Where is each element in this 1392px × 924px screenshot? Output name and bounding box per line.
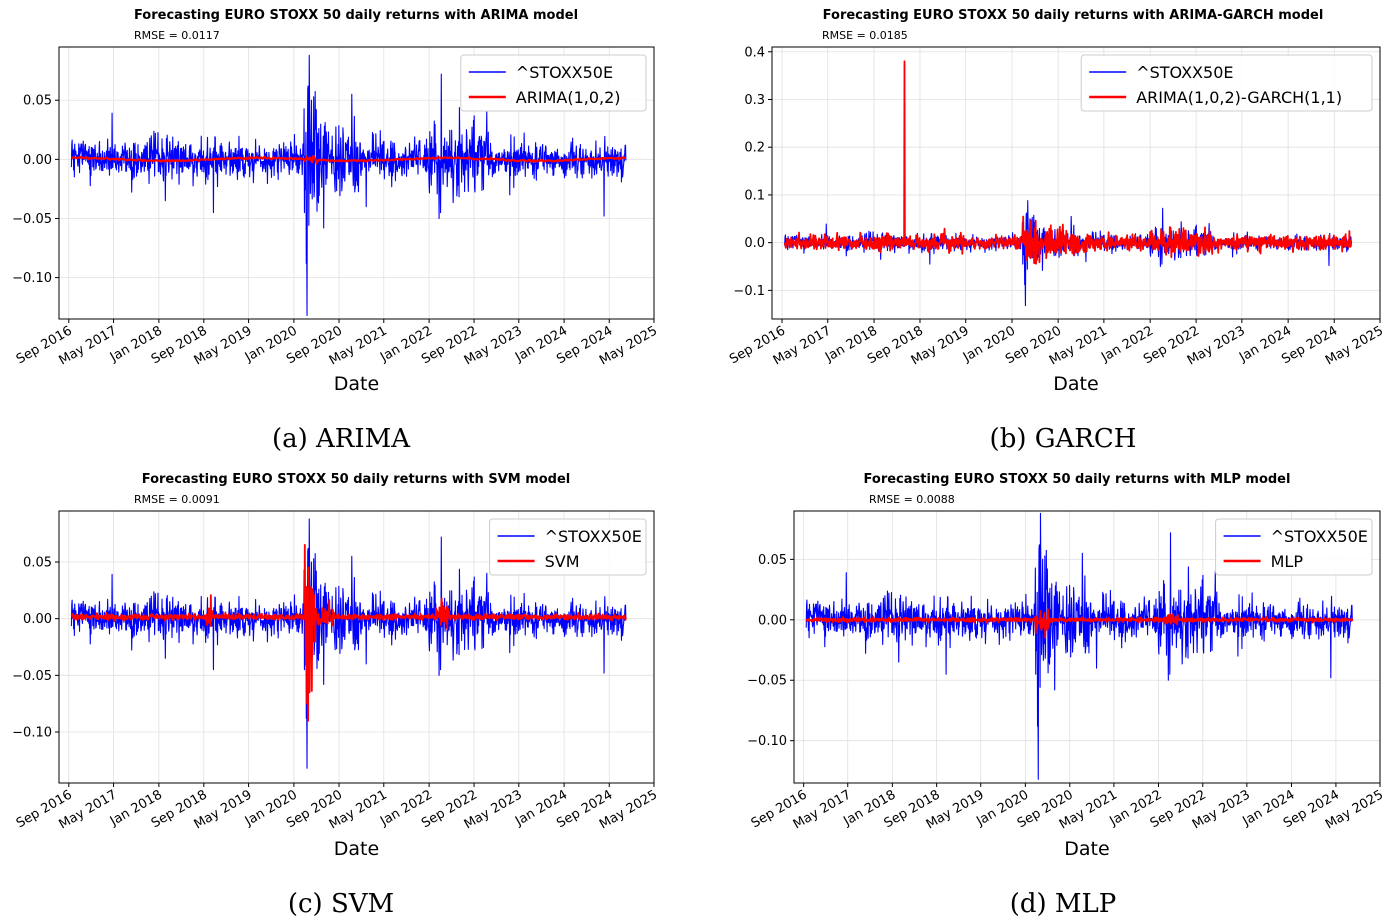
rmse-annotation: RMSE = 0.0185 [822,29,908,42]
rmse-annotation: RMSE = 0.0091 [134,493,220,506]
legend-box [460,54,647,112]
y-tick-label: 0.4 [744,45,765,60]
x-axis-label: Date [334,838,379,860]
axes-frame [58,510,655,784]
y-tick-label: 0.05 [758,553,787,568]
series-line-forecast [70,154,626,165]
subfigure-caption: (b) GARCH [990,424,1137,454]
chart-title: Forecasting EURO STOXX 50 daily returns … [864,472,1291,487]
y-tick-label: −0.05 [12,212,52,227]
series-line-actual [805,512,1353,780]
legend-label: ARIMA(1,0,2)-GARCH(1,1) [1136,88,1342,107]
y-tick-label: 0.1 [744,188,765,203]
x-axis-label: Date [1064,838,1109,860]
legend: ^STOXX50E SVM [489,518,647,576]
legend-box [1080,54,1373,112]
subfigure-caption: (a) ARIMA [272,424,411,454]
chart-title: Forecasting EURO STOXX 50 daily returns … [142,472,571,487]
y-tick-label: 0.00 [23,612,52,627]
y-tick-label: 0.05 [23,556,52,571]
y-tick-label: −0.05 [747,674,787,689]
legend: ^STOXX50E ARIMA(1,0,2) [460,54,647,112]
legend-label: ^STOXX50E [1136,63,1233,82]
series-line-forecast [783,60,1353,265]
y-tick-label: 0.00 [23,153,52,168]
y-tick-label: 0.00 [758,613,787,628]
legend-label: ARIMA(1,0,2) [516,88,621,107]
legend-label: ^STOXX50E [545,527,642,546]
y-tick-label: −0.10 [12,271,52,286]
legend-label: ^STOXX50E [1271,527,1368,546]
subfigure-caption: (c) SVM [288,889,394,919]
chart-title: Forecasting EURO STOXX 50 daily returns … [134,8,578,23]
subfigure-caption: (d) MLP [1010,889,1117,919]
y-tick-label: 0.3 [744,93,765,108]
axes-frame [793,510,1381,784]
legend: ^STOXX50E ARIMA(1,0,2)-GARCH(1,1) [1080,54,1373,112]
axes-frame [58,46,655,320]
series-line-forecast [70,543,627,722]
y-tick-label: 0.0 [744,236,765,251]
series-line-forecast [805,608,1354,639]
y-tick-label: 0.2 [744,141,765,156]
x-axis-label: Date [334,373,379,395]
y-tick-label: −0.10 [747,734,787,749]
chart-title: Forecasting EURO STOXX 50 daily returns … [823,8,1324,23]
y-tick-label: −0.05 [12,669,52,684]
y-tick-label: −0.1 [733,284,765,299]
legend-label: MLP [1271,552,1304,571]
legend: ^STOXX50E MLP [1215,518,1373,576]
rmse-annotation: RMSE = 0.0117 [134,29,220,42]
rmse-annotation: RMSE = 0.0088 [869,493,955,506]
y-tick-label: 0.05 [23,94,52,109]
y-tick-label: −0.10 [12,726,52,741]
legend-label: ^STOXX50E [516,63,613,82]
legend-label: SVM [545,552,580,571]
x-axis-label: Date [1053,373,1098,395]
axes-frame [771,46,1381,320]
series-line-actual [70,54,627,316]
